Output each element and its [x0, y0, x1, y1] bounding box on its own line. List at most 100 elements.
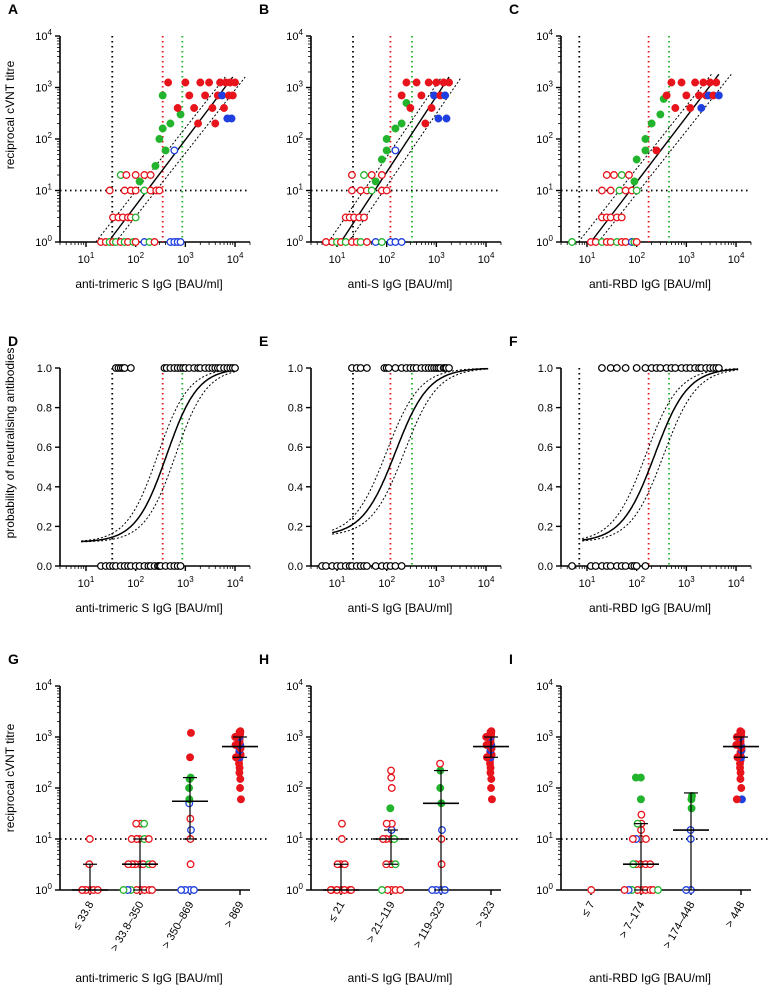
y-tick-label: 102	[35, 780, 52, 795]
ci-lower-curve	[582, 369, 739, 542]
data-point	[105, 186, 114, 195]
category-label: ≤ 33.8	[71, 900, 97, 932]
panel-letter-C: C	[509, 1, 519, 17]
y-tick-label: 104	[35, 678, 52, 693]
x-axis-label: anti-RBD IgG [BAU/ml]	[589, 277, 711, 291]
x-axis-label: anti-RBD IgG [BAU/ml]	[589, 601, 711, 615]
data-point	[682, 91, 691, 100]
data-point	[367, 171, 376, 179]
data-point	[186, 753, 195, 762]
data-point	[185, 91, 194, 100]
data-point	[436, 784, 445, 792]
data-point	[382, 146, 391, 155]
outcome-point-negative	[362, 562, 371, 570]
data-point	[442, 114, 451, 123]
panel-letter-H: H	[259, 651, 269, 667]
panels-layer: A 100 101 102 103 104 101 102 103 104 anti-trimeri…	[8, 1, 771, 985]
y-tick-label: 103	[35, 729, 52, 744]
y-tick-label: 101	[286, 831, 303, 846]
data-point	[397, 119, 406, 128]
x-axis-label: anti-S IgG [BAU/ml]	[348, 277, 453, 291]
data-point	[218, 91, 227, 100]
x-tick-label: 101	[579, 251, 596, 266]
y-tick-label: 100	[536, 882, 553, 897]
data-point	[736, 775, 745, 783]
data-point	[641, 146, 650, 155]
outcome-point-positive	[714, 364, 723, 372]
data-point	[654, 886, 662, 894]
y-tick-label: 101	[35, 183, 52, 198]
x-tick-label: 104	[728, 251, 745, 266]
data-point	[382, 819, 391, 828]
data-point	[686, 104, 695, 112]
category-label: > 119–323	[411, 900, 447, 951]
data-point	[131, 186, 140, 195]
outcome-point-positive	[126, 364, 135, 372]
y-tick-label: 100	[35, 234, 52, 249]
data-point	[387, 784, 396, 792]
outcome-point-positive	[362, 364, 371, 372]
data-point	[131, 213, 140, 222]
category-label: > 869	[222, 900, 246, 930]
x-tick-label: 104	[728, 575, 745, 590]
data-point	[487, 795, 496, 804]
ci-upper-curve	[81, 368, 238, 542]
outcome-point-positive	[632, 364, 641, 372]
data-point	[155, 135, 164, 143]
ci-lower-line	[347, 76, 462, 243]
data-point	[602, 171, 611, 179]
x-tick-label: 102	[628, 251, 645, 266]
x-tick-label: 103	[428, 251, 445, 266]
data-point	[362, 238, 371, 246]
data-point	[656, 110, 665, 119]
x-tick-label: 103	[428, 575, 445, 590]
data-point	[697, 104, 706, 112]
outcome-point-positive	[231, 364, 239, 372]
ci-lower-curve	[81, 370, 238, 543]
data-point	[382, 135, 391, 143]
data-point	[695, 91, 703, 100]
outcome-point-positive	[445, 364, 453, 372]
data-point	[186, 860, 195, 869]
outcome-point-positive	[621, 364, 630, 372]
data-point	[597, 186, 606, 195]
ci-lower-curve	[332, 368, 489, 535]
data-point	[187, 826, 195, 834]
data-point	[391, 124, 400, 133]
y-tick-label: 0.6	[37, 442, 52, 454]
outcome-point-negative	[176, 562, 185, 570]
y-tick-label: 0.6	[538, 442, 553, 454]
y-tick-label: 102	[35, 131, 52, 146]
data-point	[181, 78, 190, 87]
y-tick-label: 104	[286, 678, 303, 693]
y-tick-label: 0.2	[288, 521, 303, 533]
data-point	[161, 146, 170, 155]
data-point	[208, 104, 217, 112]
data-point	[568, 238, 576, 246]
data-point	[386, 804, 395, 813]
data-point	[688, 791, 696, 800]
data-point	[417, 91, 426, 100]
ci-upper-line	[95, 76, 226, 243]
y-tick-label: 0.0	[538, 561, 553, 573]
data-point	[177, 886, 186, 894]
data-point	[406, 104, 415, 112]
data-point	[736, 727, 745, 736]
data-point	[714, 91, 723, 100]
data-point	[371, 177, 380, 186]
y-tick-label: 104	[35, 28, 52, 43]
x-tick-label: 101	[78, 251, 95, 266]
data-point	[201, 91, 210, 100]
y-tick-label: 100	[536, 234, 553, 249]
y-axis-label-titre-bottom: reciprocal cVNT titre	[3, 723, 17, 832]
data-point	[632, 155, 641, 164]
data-point	[211, 119, 220, 128]
data-point	[185, 784, 194, 792]
logistic-fit-curve	[81, 369, 238, 543]
data-point	[377, 171, 386, 179]
data-point	[360, 171, 368, 179]
x-tick-label: 101	[78, 575, 95, 590]
x-tick-label: 103	[177, 575, 194, 590]
ci-upper-curve	[331, 367, 489, 531]
panel-letter-A: A	[8, 1, 18, 17]
